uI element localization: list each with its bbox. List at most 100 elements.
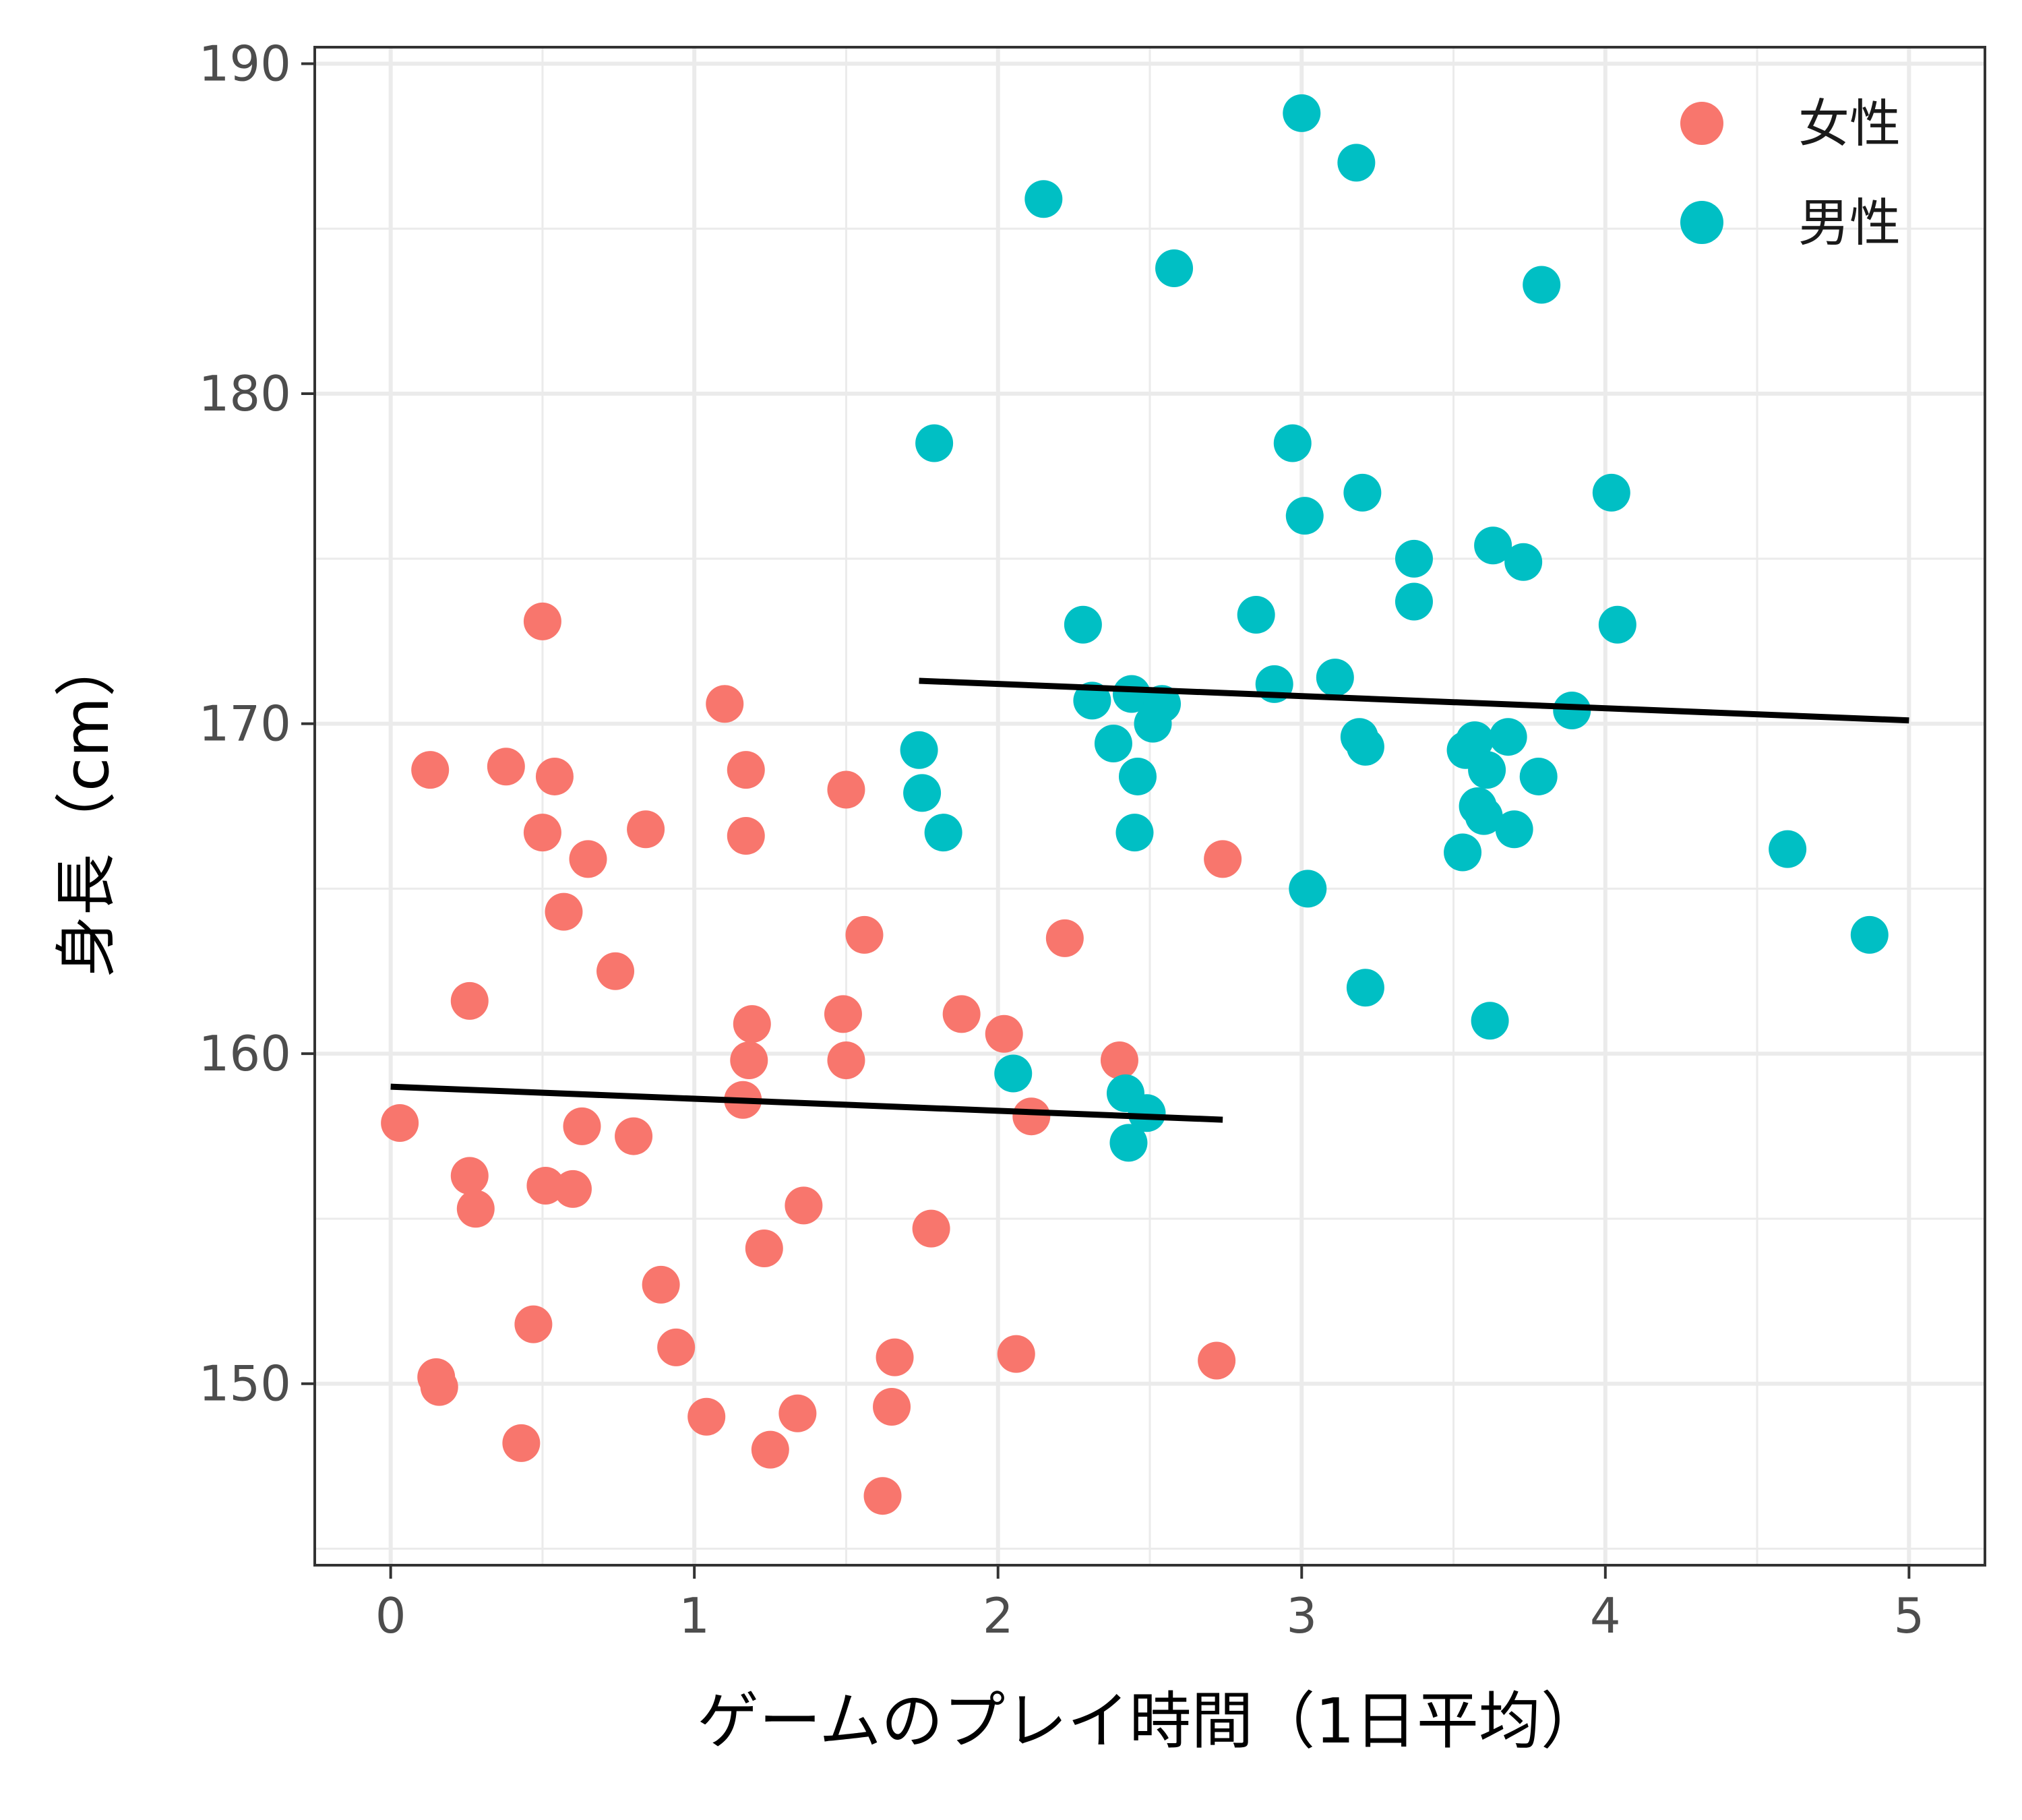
data-point	[1118, 757, 1157, 795]
data-point	[745, 1230, 783, 1268]
x-tick-label: 2	[983, 1587, 1014, 1644]
data-point	[1395, 582, 1433, 621]
data-point	[563, 1107, 601, 1145]
data-point	[1100, 1041, 1138, 1079]
data-point	[1471, 1002, 1509, 1040]
data-point	[785, 1186, 823, 1225]
data-point	[502, 1424, 541, 1462]
data-point	[1155, 249, 1194, 288]
data-point	[523, 602, 561, 640]
data-point	[778, 1394, 817, 1432]
data-point	[569, 840, 607, 878]
data-point	[514, 1305, 553, 1343]
data-point	[1519, 757, 1558, 795]
data-point	[873, 1388, 911, 1426]
legend-label: 女性	[1798, 94, 1901, 154]
data-point	[1073, 681, 1111, 720]
data-point	[1109, 1124, 1148, 1162]
data-point	[1468, 751, 1506, 789]
data-point	[827, 770, 865, 809]
y-tick-label: 170	[199, 696, 291, 752]
regression-line	[390, 1083, 1223, 1123]
y-tick-label: 180	[199, 365, 291, 422]
data-point	[1489, 718, 1527, 756]
data-point	[900, 731, 938, 769]
data-point	[1045, 919, 1084, 957]
data-point	[997, 1335, 1035, 1373]
data-point	[1012, 1097, 1051, 1136]
x-tick-label: 1	[679, 1587, 710, 1644]
data-point	[615, 1117, 653, 1155]
data-point	[450, 981, 489, 1020]
data-point	[1395, 539, 1433, 578]
legend-key	[1680, 201, 1723, 244]
data-point	[1465, 797, 1503, 835]
data-point	[733, 1005, 771, 1043]
data-point	[730, 1041, 768, 1079]
data-point	[1337, 144, 1376, 182]
data-point	[1273, 424, 1312, 462]
data-point	[420, 1368, 458, 1406]
data-point	[1598, 605, 1636, 644]
data-point	[915, 424, 954, 462]
data-point	[596, 952, 635, 990]
data-point	[985, 1014, 1023, 1053]
data-point	[1523, 266, 1561, 304]
data-point	[1592, 473, 1630, 512]
data-point	[1115, 814, 1154, 852]
data-point	[1553, 692, 1591, 730]
data-point	[824, 995, 862, 1033]
data-point	[450, 1157, 489, 1195]
data-point	[553, 1170, 592, 1208]
data-point	[627, 810, 665, 849]
data-point	[1850, 915, 1889, 954]
data-point	[1289, 870, 1327, 908]
data-point	[1769, 830, 1807, 868]
data-point	[1316, 659, 1354, 697]
data-point	[876, 1338, 914, 1376]
y-tick-label: 190	[199, 35, 291, 92]
data-point	[1064, 605, 1102, 644]
regression-line	[919, 677, 1909, 724]
data-point	[1346, 727, 1384, 766]
data-point	[994, 1054, 1033, 1093]
data-point	[727, 817, 765, 855]
data-point	[1495, 810, 1533, 849]
data-point	[1198, 1341, 1236, 1380]
data-point	[1024, 180, 1063, 218]
data-point	[1204, 840, 1242, 878]
data-point	[1237, 596, 1275, 634]
data-point	[1346, 969, 1384, 1007]
data-point	[535, 757, 574, 795]
data-point	[903, 774, 942, 812]
data-point	[1474, 526, 1512, 565]
data-point	[1504, 543, 1543, 581]
fit-lines	[390, 677, 1909, 1123]
data-point	[642, 1265, 680, 1304]
data-point	[1283, 94, 1321, 132]
data-point	[523, 814, 561, 852]
data-point	[1128, 1094, 1166, 1132]
data-point	[687, 1397, 726, 1436]
x-tick-label: 0	[375, 1587, 406, 1644]
data-point	[924, 814, 962, 852]
legend-label: 男性	[1798, 193, 1901, 253]
data-points	[381, 94, 1889, 1515]
data-point	[845, 915, 884, 954]
y-tick-label: 150	[199, 1356, 291, 1412]
data-point	[487, 748, 525, 786]
data-point	[657, 1328, 696, 1366]
axes: 0 1 2 3 4 5 150 160 170 180 190	[199, 35, 1925, 1644]
data-point	[1343, 473, 1382, 512]
x-tick-label: 3	[1286, 1587, 1317, 1644]
data-point	[863, 1477, 902, 1515]
data-point	[381, 1103, 419, 1142]
legend-key	[1680, 102, 1723, 145]
data-point	[942, 995, 981, 1033]
data-point	[1143, 685, 1182, 723]
data-point	[912, 1209, 950, 1248]
data-point	[827, 1041, 865, 1079]
